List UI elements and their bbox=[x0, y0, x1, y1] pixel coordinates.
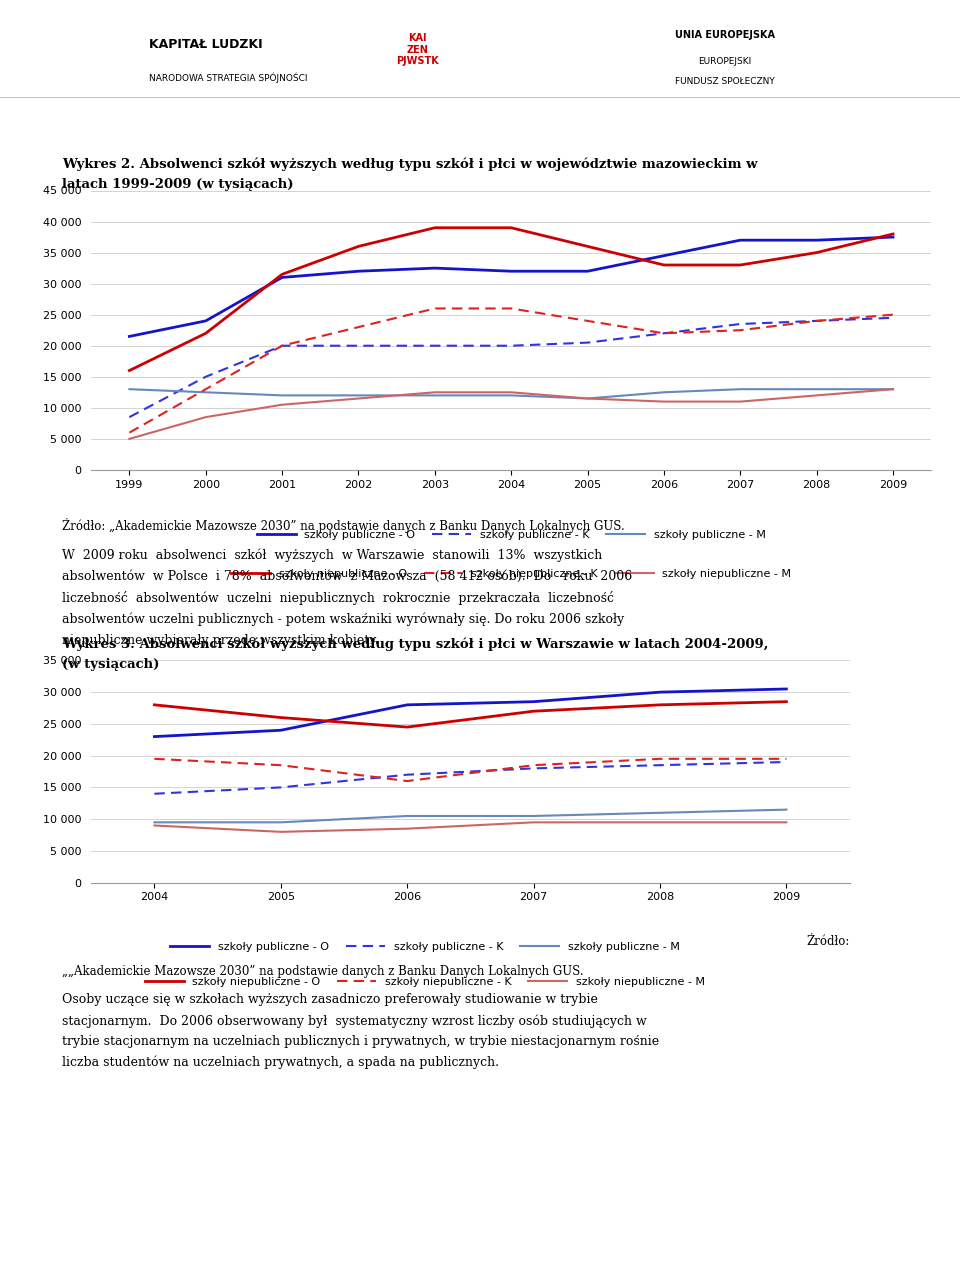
Text: PJWSTK: PJWSTK bbox=[53, 1220, 102, 1231]
Text: Projekt współfinansowany ze środków Unii Europejskiej w ramach Europejskiego Fun: Projekt współfinansowany ze środków Unii… bbox=[260, 1259, 700, 1269]
Text: Źródło: „Akademickie Mazowsze 2030” na podstawie danych z Banku Danych Lokalnych: Źródło: „Akademickie Mazowsze 2030” na p… bbox=[62, 518, 625, 533]
Text: latach 1999-2009 (w tysiącach): latach 1999-2009 (w tysiącach) bbox=[62, 178, 294, 190]
Text: tel. 22 58 44 500: tel. 22 58 44 500 bbox=[346, 1220, 429, 1231]
Text: KAI
ZEN
PJWSTK: KAI ZEN PJWSTK bbox=[396, 33, 439, 66]
Text: FUNDUSZ SPOŁECZNY: FUNDUSZ SPOŁECZNY bbox=[675, 76, 775, 86]
Legend: szkoły niepubliczne - O, szkoły niepubliczne - K, szkoły niepubliczne - M: szkoły niepubliczne - O, szkoły niepubli… bbox=[140, 973, 709, 992]
Text: faks 22 58 44 501: faks 22 58 44 501 bbox=[346, 1245, 434, 1255]
Text: Źródło:: Źródło: bbox=[806, 935, 850, 947]
Text: pjwstk@pjwstk.edu.pl: pjwstk@pjwstk.edu.pl bbox=[542, 1237, 649, 1247]
Text: Wykres 2. Absolwenci szkół wyższych według typu szkół i płci w województwie mazo: Wykres 2. Absolwenci szkół wyższych wedł… bbox=[62, 157, 757, 171]
Text: 02-008 Warszawa: 02-008 Warszawa bbox=[163, 1245, 250, 1255]
Text: W  2009 roku  absolwenci  szkół  wyższych  w Warszawie  stanowili  13%  wszystki: W 2009 roku absolwenci szkół wyższych w … bbox=[62, 549, 633, 646]
Text: ul. Koszykowa 86: ul. Koszykowa 86 bbox=[163, 1220, 247, 1231]
Text: Osoby uczące się w szkołach wyższych zasadniczo preferowały studiowanie w trybie: Osoby uczące się w szkołach wyższych zas… bbox=[62, 993, 660, 1069]
Text: „„Akademickie Mazowsze 2030” na podstawie danych z Banku Danych Lokalnych GUS.: „„Akademickie Mazowsze 2030” na podstawi… bbox=[62, 965, 584, 978]
Text: (w tysiącach): (w tysiącach) bbox=[62, 658, 159, 671]
Legend: szkoły niepubliczne - O, szkoły niepubliczne - K, szkoły niepubliczne - M: szkoły niepubliczne - O, szkoły niepubli… bbox=[227, 565, 796, 584]
Text: EUROPEJSKI: EUROPEJSKI bbox=[698, 57, 752, 66]
Text: www.efs.gov.pl: www.efs.gov.pl bbox=[542, 1256, 615, 1265]
Text: KAPITAŁ LUDZKI: KAPITAŁ LUDZKI bbox=[149, 38, 262, 51]
Text: UNIA EUROPEJSKA: UNIA EUROPEJSKA bbox=[675, 29, 775, 39]
Text: www.pjwstk.edu.pl: www.pjwstk.edu.pl bbox=[542, 1220, 634, 1231]
Text: NARODOWA STRATEGIA SPÓJNOŚCI: NARODOWA STRATEGIA SPÓJNOŚCI bbox=[149, 72, 307, 83]
Text: Wykres 3. Absolwenci szkół wyższych według typu szkół i płci w Warszawie w latac: Wykres 3. Absolwenci szkół wyższych wedł… bbox=[62, 638, 769, 652]
